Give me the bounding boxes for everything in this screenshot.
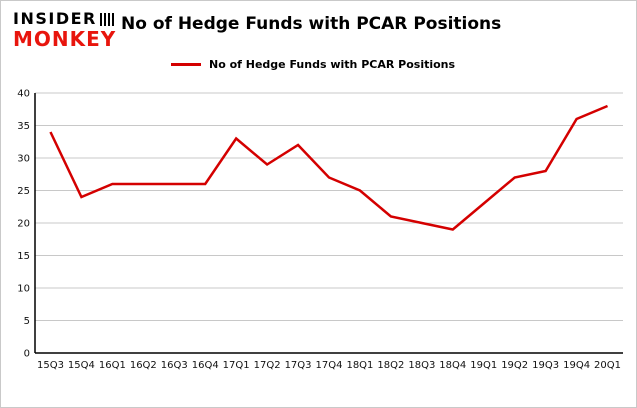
x-tick-label: 15Q4: [68, 360, 95, 371]
y-tick-label: 35: [17, 121, 30, 132]
x-tick-label: 19Q4: [563, 360, 590, 371]
legend-line-swatch: [171, 63, 201, 66]
y-tick-label: 40: [17, 89, 30, 100]
x-tick-label: 18Q4: [439, 360, 466, 371]
x-tick-label: 17Q4: [316, 360, 343, 371]
chart-area: 0 5 10 15 20 25 30 35 40 15Q3 15Q4 16Q1 16Q2 16Q3 16Q4…: [5, 79, 633, 393]
x-tick-label: 16Q1: [99, 360, 126, 371]
barcode-icon: [99, 12, 116, 26]
x-tick-label: 16Q3: [161, 360, 188, 371]
x-tick-label: 16Q4: [192, 360, 219, 371]
x-tick-label: 17Q3: [285, 360, 312, 371]
y-tick-label: 20: [17, 219, 30, 230]
y-tick-label: 5: [24, 316, 30, 327]
x-tick-label: 17Q1: [223, 360, 250, 371]
y-tick-label: 10: [17, 284, 30, 295]
logo-insider-text: INSIDER: [13, 9, 97, 28]
logo-top-row: INSIDER: [13, 9, 116, 28]
legend: No of Hedge Funds with PCAR Positions: [171, 58, 455, 71]
x-tick-label: 15Q3: [37, 360, 64, 371]
x-tick-label: 19Q3: [532, 360, 559, 371]
series-line: [49, 104, 609, 231]
line-chart: 0 5 10 15 20 25 30 35 40 15Q3 15Q4 16Q1 16Q2 16Q3 16Q4…: [17, 89, 623, 371]
y-tick-label: 15: [17, 251, 30, 262]
insider-monkey-logo: INSIDER MONKEY: [13, 9, 117, 51]
chart-title: No of Hedge Funds with PCAR Positions: [121, 14, 502, 34]
y-tick-label: 30: [17, 154, 30, 165]
x-tick-label: 18Q1: [346, 360, 373, 371]
x-tick-label: 20Q1: [594, 360, 621, 371]
y-tick-label: 25: [17, 186, 30, 197]
y-tick-label: 0: [24, 349, 30, 360]
x-tick-label: 19Q1: [470, 360, 497, 371]
x-tick-label: 19Q2: [501, 360, 528, 371]
x-tick-label: 17Q2: [254, 360, 281, 371]
legend-label: No of Hedge Funds with PCAR Positions: [209, 58, 456, 71]
x-tick-label: 16Q2: [130, 360, 157, 371]
x-tick-label: 18Q2: [377, 360, 404, 371]
logo-monkey-text: MONKEY: [13, 26, 117, 51]
x-tick-label: 18Q3: [408, 360, 435, 371]
